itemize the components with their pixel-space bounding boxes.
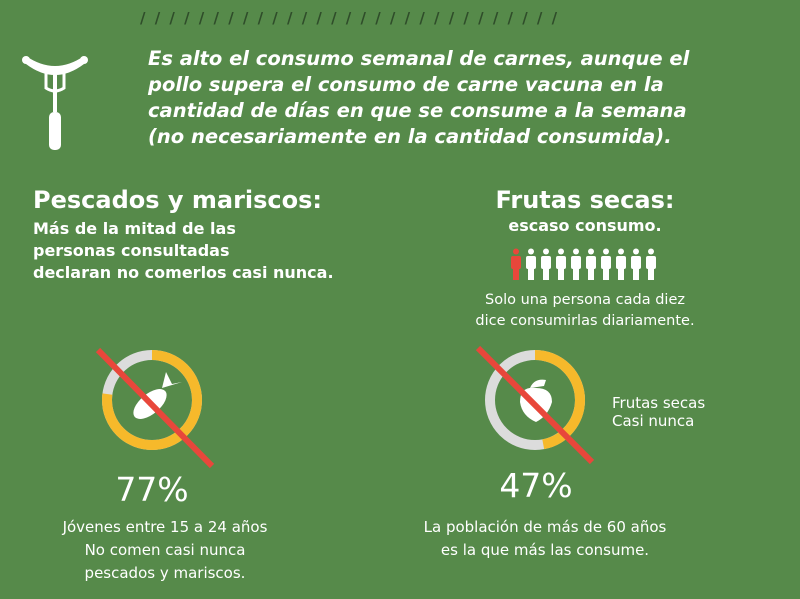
- caption-line: La población de más de 60 años: [423, 518, 667, 536]
- intro-line: pollo supera el consumo de carne vacuna …: [148, 73, 664, 96]
- note-line: dice consumirlas diariamente.: [475, 313, 695, 329]
- person-icon: [586, 248, 596, 280]
- caption-line: pescados y mariscos.: [84, 564, 246, 582]
- sausage-fork-icon: [22, 56, 88, 150]
- person-icon: [541, 248, 551, 280]
- strike-line: [475, 345, 595, 465]
- person-icon: [511, 248, 521, 280]
- donut-value-arc: [102, 350, 202, 450]
- nuts-legend: Frutas secas Casi nunca: [612, 394, 705, 430]
- caption-line: es la que más las consume.: [440, 541, 650, 559]
- legend-line: Frutas secas: [612, 394, 706, 412]
- legend-line: Casi nunca: [612, 412, 695, 430]
- person-icon: [631, 248, 641, 280]
- fish-donut: [95, 347, 215, 469]
- nuts-percent: 47%: [499, 466, 573, 505]
- intro-line: Es alto el consumo semanal de carnes, au…: [148, 47, 690, 70]
- person-icon: [526, 248, 536, 280]
- fish-caption: Jóvenes entre 15 a 24 años No comen casi…: [15, 516, 315, 585]
- nuts-note: Solo una persona cada diez dice consumir…: [440, 290, 730, 332]
- donut-value-arc: [485, 350, 585, 450]
- subtitle-line: declaran no comerlos casi nunca.: [33, 263, 334, 282]
- fish-subtitle: Más de la mitad de las personas consulta…: [33, 218, 334, 284]
- subtitle-line: personas consultadas: [33, 241, 230, 260]
- nuts-heading: Frutas secas:: [495, 186, 675, 214]
- person-icon: [646, 248, 656, 280]
- note-line: Solo una persona cada diez: [485, 292, 685, 308]
- people-pictogram: [510, 248, 657, 280]
- decorative-slashes: / / / / / / / / / / / / / / / / / / / / …: [140, 9, 560, 27]
- caption-line: No comen casi nunca: [84, 541, 246, 559]
- nuts-caption: La población de más de 60 años es la que…: [390, 516, 700, 562]
- person-icon: [556, 248, 566, 280]
- intro-line: (no necesariamente en la cantidad consum…: [148, 125, 672, 148]
- fish-icon: [133, 372, 182, 419]
- person-icon: [571, 248, 581, 280]
- caption-line: Jóvenes entre 15 a 24 años: [62, 518, 268, 536]
- fish-heading: Pescados y mariscos:: [33, 186, 323, 214]
- person-icon: [616, 248, 626, 280]
- person-icon: [601, 248, 611, 280]
- nuts-subtitle: escaso consumo.: [508, 216, 662, 235]
- intro-text: Es alto el consumo semanal de carnes, au…: [148, 46, 788, 150]
- subtitle-line: Más de la mitad de las: [33, 219, 236, 238]
- nuts-donut: [475, 345, 595, 465]
- strike-line: [95, 347, 215, 469]
- fish-percent: 77%: [115, 470, 189, 509]
- intro-line: cantidad de días en que se consume a la …: [148, 99, 687, 122]
